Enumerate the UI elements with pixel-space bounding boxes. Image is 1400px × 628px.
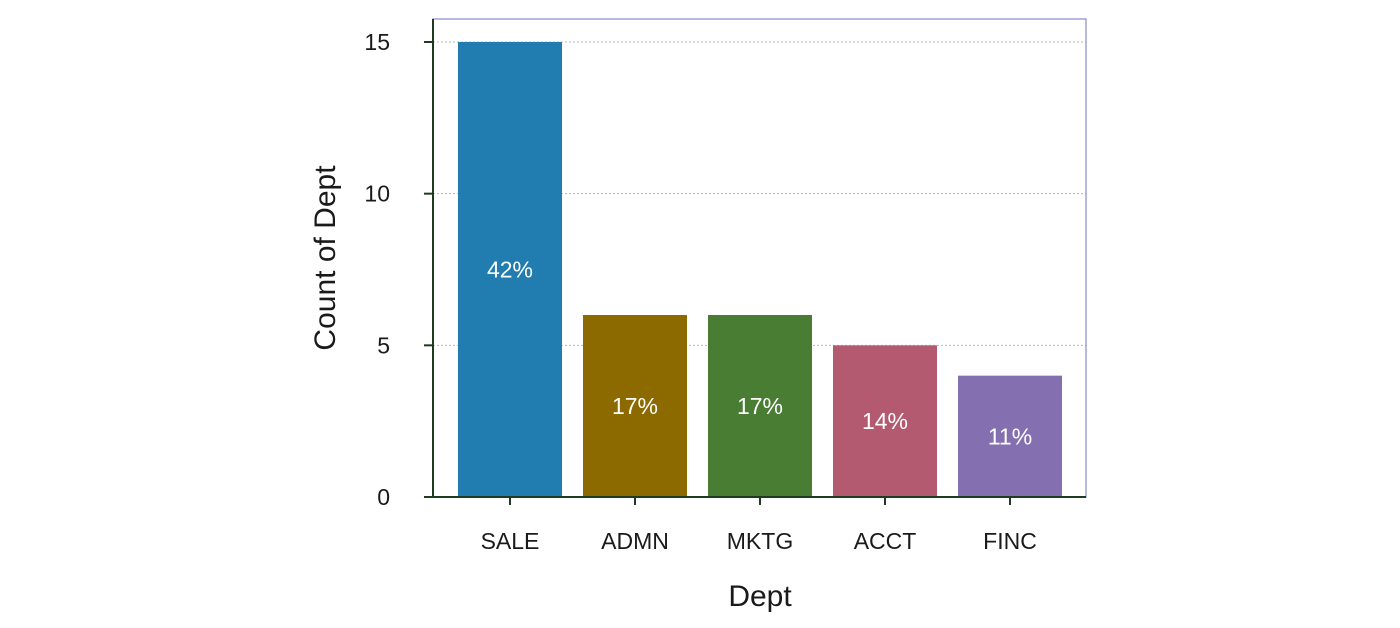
x-tick-label: SALE [481, 528, 540, 554]
x-tick-label: FINC [983, 528, 1037, 554]
data-label: 14% [862, 408, 908, 434]
bar-acct [833, 345, 937, 497]
labels: 42% SALE 17% ADMN 17% MKTG 14% ACCT 11% FINC 0 5 10 1… [364, 29, 1036, 554]
bar-admn [583, 315, 687, 497]
data-label: 17% [737, 393, 783, 419]
data-label: 42% [487, 257, 533, 283]
y-tick-label: 5 [377, 332, 390, 358]
bar-finc [958, 375, 1062, 497]
bar-sale [458, 42, 562, 497]
axes [424, 19, 1086, 505]
data-label: 17% [612, 393, 658, 419]
y-axis-title: Count of Dept [309, 165, 342, 351]
x-tick-label: ADMN [601, 528, 669, 554]
bars [458, 42, 1062, 497]
y-tick-label: 0 [377, 484, 390, 510]
x-tick-label: MKTG [727, 528, 793, 554]
y-tick-label: 10 [364, 181, 390, 207]
bar-mktg [708, 315, 812, 497]
x-axis-title: Dept [728, 580, 792, 613]
y-tick-label: 15 [364, 29, 390, 55]
x-tick-label: ACCT [854, 528, 917, 554]
data-label: 11% [988, 423, 1032, 449]
